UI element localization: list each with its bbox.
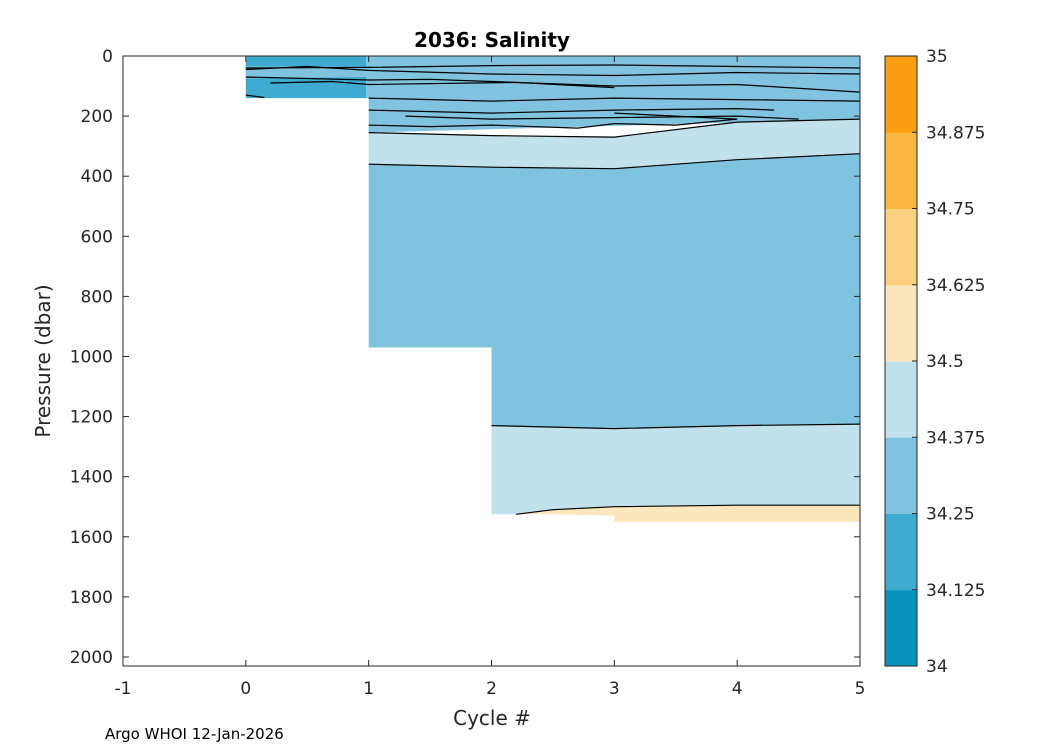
colorbar-tick-label: 34.25 <box>926 505 975 525</box>
colorbar-swatch <box>885 208 917 286</box>
colorbar-tick-label: 34.75 <box>926 200 975 220</box>
contour-line <box>368 118 861 138</box>
colorbar-swatch <box>885 284 917 362</box>
colorbar-tick-label: 35 <box>926 47 948 67</box>
y-tick-label: 0 <box>102 47 113 67</box>
contour-line <box>270 80 615 89</box>
x-tick-label: 3 <box>609 679 620 699</box>
y-tick-label: 600 <box>81 227 113 247</box>
contour-region-deep-salty <box>516 505 860 522</box>
contour-line <box>368 153 861 170</box>
y-tick-label: 2000 <box>70 648 113 668</box>
contour-line <box>245 64 861 69</box>
contour-line <box>245 76 861 93</box>
y-axis: 0 200 400 600 800 1000 1200 1400 1600 1800 2000 <box>70 47 860 668</box>
y-tick-label: 1800 <box>70 588 113 608</box>
colorbar-tick-label: 34.875 <box>926 123 985 143</box>
y-tick-label: 800 <box>81 287 113 307</box>
y-tick-label: 1400 <box>70 468 113 488</box>
plot-area <box>122 55 861 667</box>
contour-region-mid-fresh-band <box>368 119 860 169</box>
contour-line <box>245 94 265 99</box>
colorbar-tick-label: 34.375 <box>926 428 985 448</box>
x-tick-label: 1 <box>363 679 374 699</box>
contour-line <box>368 123 615 129</box>
x-tick-label: -1 <box>115 679 132 699</box>
contour-region-deep-fresh-band <box>491 424 860 515</box>
contour-line <box>368 107 775 114</box>
y-tick-label: 1000 <box>70 347 113 367</box>
colorbar-tick-label: 34 <box>926 657 948 677</box>
footer-credit: Argo WHOI 12-Jan-2026 <box>105 725 284 743</box>
contour-region-intermediate <box>368 153 860 429</box>
y-tick-label: 400 <box>81 167 113 187</box>
contour-line <box>614 112 738 126</box>
colorbar-swatch <box>885 437 917 514</box>
chart-title: 2036: Salinity <box>414 28 570 52</box>
x-axis-label: Cycle # <box>453 706 531 730</box>
colorbar-swatch <box>885 132 917 209</box>
y-axis-label: Pressure (dbar) <box>31 284 55 437</box>
y-tick-label: 1200 <box>70 408 113 428</box>
colorbar: 34 34.125 34.25 34.375 34.5 34.625 34.75 34.875… <box>884 47 985 677</box>
contour-line <box>405 115 799 120</box>
contour-line <box>245 65 861 77</box>
colorbar-swatch <box>885 56 917 133</box>
contour-line <box>368 97 861 102</box>
x-tick-label: 4 <box>732 679 743 699</box>
colorbar-swatch <box>885 513 917 591</box>
colorbar-tick-label: 34.5 <box>926 352 964 372</box>
x-tick-label: 5 <box>855 679 866 699</box>
colorbar-tick-label: 34.125 <box>926 581 985 601</box>
contour-line <box>491 423 861 430</box>
y-tick-label: 200 <box>81 107 113 127</box>
x-tick-label: 0 <box>240 679 251 699</box>
x-axis: -1 0 1 2 3 4 5 <box>115 56 866 699</box>
y-tick-label: 1600 <box>70 528 113 548</box>
x-tick-label: 2 <box>486 679 497 699</box>
colorbar-swatch <box>885 589 917 667</box>
colorbar-swatch <box>885 361 917 438</box>
contour-region-cycle0-band <box>245 66 367 79</box>
colorbar-tick-label: 34.625 <box>926 276 985 296</box>
contour-line <box>516 504 860 515</box>
